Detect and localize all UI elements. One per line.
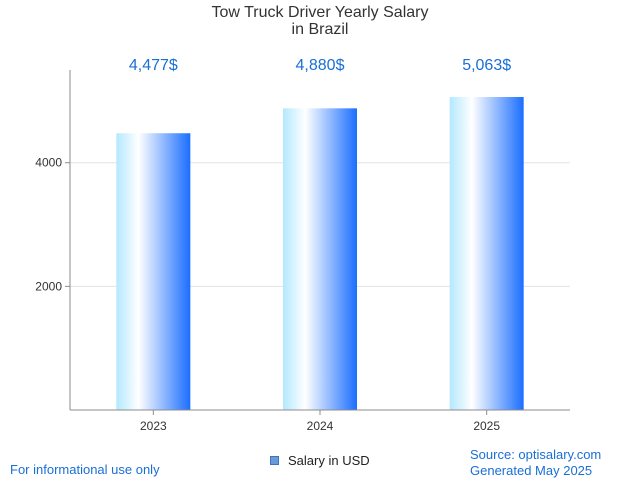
x-tick-label-2024: 2024: [307, 419, 334, 433]
bar-2025: [449, 97, 524, 411]
legend-swatch-salary: [270, 455, 279, 465]
data-label-2025: 5,063$: [462, 57, 511, 74]
bars: [116, 97, 524, 411]
data-label-2023: 4,477$: [129, 57, 178, 74]
legend: Salary in USD: [270, 452, 370, 468]
y-tick-label-2000: 2000: [35, 279, 62, 293]
chart-title-line1: Tow Truck Driver Yearly Salary: [211, 4, 429, 21]
bar-2024: [283, 108, 357, 410]
legend-label-salary: Salary in USD: [288, 452, 370, 468]
source-block: Source: optisalary.com Generated May 202…: [470, 447, 601, 479]
labels: 2000 4000 2023 4,477$ 2024 4,880$ 2025 5,063$: [35, 57, 511, 433]
data-label-2024: 4,880$: [296, 57, 345, 74]
bar-2023: [116, 133, 191, 411]
chart-title: Tow Truck Driver Yearly Salary in Brazil: [0, 4, 640, 38]
y-tick-label-4000: 4000: [35, 156, 62, 170]
generated-text: Generated May 2025: [470, 463, 593, 478]
x-tick-label-2023: 2023: [140, 419, 167, 433]
chart-title-line2: in Brazil: [291, 21, 349, 38]
x-tick-label-2025: 2025: [473, 419, 500, 433]
source-text: Source: optisalary.com: [470, 447, 602, 462]
disclaimer-text: For informational use only: [10, 462, 160, 477]
